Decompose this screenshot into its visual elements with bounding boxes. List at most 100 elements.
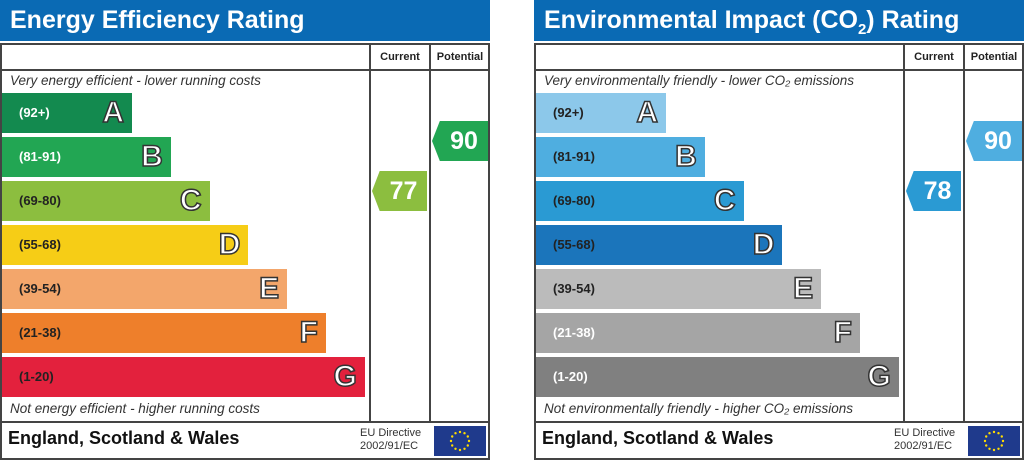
band-letter: F	[299, 315, 319, 350]
current-column-header: Current	[914, 51, 954, 63]
bottom-note: Not environmentally friendly - higher CO…	[544, 401, 854, 416]
star-icon	[467, 439, 471, 443]
top-note: Very environmentally friendly - lower CO…	[544, 73, 854, 88]
band-letter: C	[179, 183, 202, 218]
band-letter: G	[333, 359, 358, 394]
band-range: (69-80)	[553, 193, 595, 208]
band-range: (55-68)	[19, 237, 61, 252]
divider	[534, 69, 1024, 71]
star-icon	[1000, 435, 1003, 438]
band-g: (1-20) G	[536, 357, 899, 397]
band-letter: F	[833, 315, 853, 350]
top-note: Very energy efficient - lower running co…	[10, 73, 261, 88]
band-range: (1-20)	[19, 369, 54, 384]
star-icon	[997, 432, 1000, 435]
band-range: (39-54)	[19, 281, 61, 296]
directive-line: 2002/91/EC	[360, 440, 419, 452]
title-text-end: ) Rating	[866, 6, 960, 34]
band-range: (1-20)	[553, 369, 588, 384]
current-rating-arrow: 78	[906, 171, 961, 211]
band-letter: E	[258, 271, 280, 306]
rating-table	[534, 43, 1024, 460]
band-range: (55-68)	[553, 237, 595, 252]
star-icon	[988, 432, 991, 435]
star-icon	[985, 444, 988, 447]
divider	[369, 43, 371, 422]
divider	[903, 43, 905, 422]
title-text: Environmental Impact (CO	[544, 6, 858, 34]
star-icon	[997, 447, 1000, 450]
band-b: (81-91) B	[2, 137, 171, 177]
band-a: (92+) A	[536, 93, 666, 133]
star-icon	[992, 448, 996, 452]
region-label: England, Scotland & Wales	[8, 428, 240, 448]
star-icon	[988, 447, 991, 450]
band-b: (81-91) B	[536, 137, 705, 177]
potential-rating-arrow: 90	[432, 121, 488, 161]
band-letter: B	[140, 139, 163, 174]
band-letter: G	[867, 359, 892, 394]
star-icon	[466, 444, 469, 447]
star-icon	[1001, 439, 1005, 443]
band-range: (81-91)	[553, 149, 595, 164]
eu-directive: EU Directive 2002/91/EC	[894, 427, 955, 453]
star-icon	[983, 439, 987, 443]
star-icon	[454, 447, 457, 450]
rating-table	[0, 43, 490, 460]
band-c: (69-80) C	[2, 181, 210, 221]
environmental-impact-panel: Environmental Impact (CO2) Rating Curren…	[534, 0, 1024, 460]
potential-rating-arrow: 90	[966, 121, 1022, 161]
band-letter: A	[636, 95, 659, 130]
eu-flag-icon	[434, 426, 486, 456]
band-range: (81-91)	[19, 149, 61, 164]
band-a: (92+) A	[2, 93, 132, 133]
band-f: (21-38) F	[536, 313, 860, 353]
band-letter: E	[792, 271, 814, 306]
band-e: (39-54) E	[2, 269, 288, 309]
star-icon	[454, 432, 457, 435]
potential-column-header: Potential	[436, 51, 484, 63]
current-column-header: Current	[380, 51, 420, 63]
panel-title: Environmental Impact (CO2) Rating	[534, 0, 1024, 41]
current-rating-arrow: 77	[372, 171, 427, 211]
star-icon	[985, 435, 988, 438]
directive-line: EU Directive	[894, 427, 956, 439]
band-letter: C	[713, 183, 736, 218]
band-letter: D	[752, 227, 775, 262]
band-range: (92+)	[553, 105, 584, 120]
star-icon	[992, 430, 996, 434]
divider	[429, 43, 431, 422]
star-icon	[1000, 444, 1003, 447]
band-d: (55-68) D	[536, 225, 783, 265]
band-g: (1-20) G	[2, 357, 365, 397]
star-icon	[458, 448, 462, 452]
band-range: (92+)	[19, 105, 50, 120]
band-c: (69-80) C	[536, 181, 744, 221]
divider	[534, 421, 1024, 423]
star-icon	[463, 432, 466, 435]
title-subscript: 2	[857, 21, 867, 38]
region-label: England, Scotland & Wales	[542, 428, 774, 448]
band-range: (21-38)	[19, 325, 61, 340]
panel-title: Energy Efficiency Rating	[0, 0, 490, 41]
band-range: (69-80)	[19, 193, 61, 208]
directive-line: EU Directive	[360, 427, 422, 439]
band-letter: B	[674, 139, 697, 174]
band-range: (21-38)	[553, 325, 595, 340]
band-d: (55-68) D	[2, 225, 249, 265]
band-range: (39-54)	[553, 281, 595, 296]
divider	[0, 69, 490, 71]
star-icon	[451, 435, 454, 438]
band-letter: A	[102, 95, 125, 130]
energy-efficiency-panel: Energy Efficiency Rating Current Potenti…	[0, 0, 490, 460]
directive-line: 2002/91/EC	[894, 440, 953, 452]
star-icon	[463, 447, 466, 450]
divider	[0, 421, 490, 423]
divider	[963, 43, 965, 422]
band-f: (21-38) F	[2, 313, 326, 353]
potential-column-header: Potential	[970, 51, 1018, 63]
eu-directive: EU Directive 2002/91/EC	[360, 427, 421, 453]
star-icon	[451, 444, 454, 447]
star-icon	[466, 435, 469, 438]
bottom-note: Not energy efficient - higher running co…	[10, 401, 260, 416]
